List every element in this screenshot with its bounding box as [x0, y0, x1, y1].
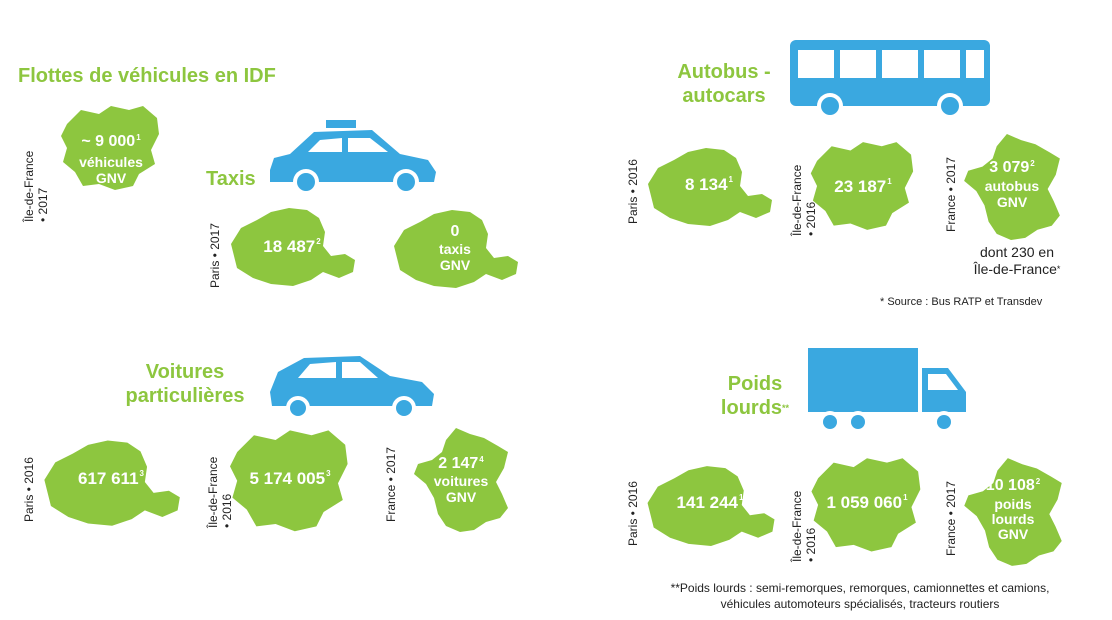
poids-heading: Poids lourds**	[720, 373, 790, 419]
poids-france-value: 10 108	[985, 477, 1035, 494]
voitures-idf-map: 5 174 0053	[226, 428, 354, 536]
idf-total-line3: GNV	[95, 170, 127, 186]
taxis-gnv-value: 0	[450, 223, 460, 240]
taxis-paris-label: Paris • 2017	[208, 223, 222, 288]
poids-footnote: **Poids lourds : semi-remorques, remorqu…	[670, 581, 1050, 611]
poids-paris-map: 141 2441	[642, 462, 778, 548]
autobus-paris-map: 8 1341	[640, 144, 778, 228]
voitures-france-map: 2 1474 voitures GNV	[412, 424, 510, 536]
page-title: Flottes de véhicules en IDF	[18, 65, 276, 87]
poids-idf-value: 1 059 060	[826, 493, 903, 512]
autobus-idf-value: 23 187	[834, 177, 887, 196]
autobus-france-map: 3 0792 autobus GNV	[960, 132, 1064, 242]
voitures-france-label: France • 2017	[384, 447, 398, 522]
voitures-paris-label: Paris • 2016	[22, 457, 36, 522]
taxis-paris-value: 18 487	[263, 237, 316, 256]
autobus-heading: Autobus - autocars	[677, 61, 771, 107]
autobus-idf-note: dont 230 en Île-de-France*	[973, 244, 1061, 277]
autobus-idf-map: 23 1871	[808, 140, 918, 234]
autobus-source: * Source : Bus RATP et Transdev	[880, 296, 1043, 308]
poids-france-line3: lourds	[991, 511, 1035, 527]
voitures-france-line2: voitures	[433, 473, 489, 489]
taxis-gnv-line2: taxis	[439, 241, 471, 257]
idf-total-line2: véhicules	[79, 154, 143, 170]
poids-france-label: France • 2017	[944, 481, 958, 556]
idf-total-label: Île-de-France • 2017	[22, 150, 50, 222]
poids-paris-value: 141 244	[676, 493, 738, 512]
taxi-icon	[270, 120, 436, 195]
autobus-paris-label: Paris • 2016	[626, 159, 640, 224]
taxis-gnv-map: 0 taxis GNV	[388, 206, 522, 290]
poids-france-line2: poids	[994, 496, 1032, 512]
autobus-france-value: 3 079	[989, 159, 1030, 176]
taxis-gnv-line3: GNV	[439, 257, 471, 273]
autobus-france-line2: autobus	[984, 178, 1040, 194]
autobus-france-label: France • 2017	[944, 157, 958, 232]
poids-france-line4: GNV	[997, 526, 1029, 542]
autobus-paris-value: 8 134	[685, 175, 728, 194]
truck-icon	[808, 348, 966, 433]
poids-france-map: 10 1082 poids lourds GNV	[960, 456, 1066, 568]
voitures-heading: Voitures particulières	[125, 361, 245, 407]
bus-icon	[790, 40, 990, 119]
poids-paris-label: Paris • 2016	[626, 481, 640, 546]
poids-idf-map: 1 059 0601	[808, 456, 926, 556]
autobus-france-line3: GNV	[996, 194, 1028, 210]
taxis-heading: Taxis	[206, 168, 256, 190]
voitures-paris-map: 617 6113	[40, 436, 182, 528]
idf-total-map: ~ 9 0001 véhicules GNV	[56, 104, 166, 194]
idf-total-value: ~ 9 000	[81, 133, 136, 150]
car-icon	[270, 356, 434, 420]
voitures-france-value: 2 147	[438, 455, 479, 472]
taxis-paris-map: 18 4872	[226, 204, 358, 288]
voitures-france-line3: GNV	[445, 489, 477, 505]
voitures-idf-value: 5 174 005	[249, 469, 326, 488]
voitures-paris-value: 617 611	[78, 469, 139, 488]
